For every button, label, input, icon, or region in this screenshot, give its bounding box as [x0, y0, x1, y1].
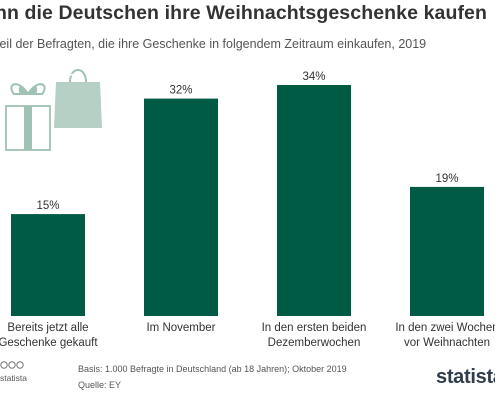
- bar-1: [11, 214, 85, 316]
- bar-4: [410, 186, 484, 316]
- category-label: Im November: [146, 322, 215, 334]
- bar-3: [277, 85, 351, 316]
- footer-source-block: Basis: 1.000 Befragte in Deutschland (ab…: [78, 361, 347, 393]
- shopping-bag-icon: [54, 69, 102, 128]
- bar-value-label: 15%: [36, 200, 59, 212]
- category-label: Bereits jetzt alle: [7, 322, 88, 334]
- cc-license-icon: [0, 361, 24, 369]
- footer-brand-text: statista: [0, 373, 27, 383]
- bar-value-label: 19%: [435, 173, 458, 185]
- category-label: Dezemberwochen: [268, 337, 361, 349]
- category-label: In den zwei Wochen: [395, 322, 495, 334]
- footer-source: Quelle: EY: [78, 380, 122, 390]
- chart-title: ann die Deutschen ihre Weihnachtsgeschen…: [0, 2, 488, 24]
- chart-subtitle: teil der Befragten, die ihre Geschenke i…: [0, 37, 427, 51]
- bar-value-label: 34%: [302, 71, 325, 83]
- category-label: Geschenke gekauft: [0, 337, 98, 349]
- bar-2: [144, 98, 218, 317]
- category-label: In den ersten beiden: [262, 322, 367, 334]
- footer-brand: statista: [0, 361, 27, 383]
- category-label: vor Weihnachten: [404, 337, 490, 349]
- bar-value-label: 32%: [169, 85, 192, 97]
- gift-box-icon: [5, 83, 51, 151]
- footer-basis: Basis: 1.000 Befragte in Deutschland (ab…: [78, 364, 347, 374]
- statista-logo: statista: [436, 366, 495, 388]
- bar-chart: 15% Bereits jetzt alle Geschenke gekauft 32…: [0, 71, 495, 349]
